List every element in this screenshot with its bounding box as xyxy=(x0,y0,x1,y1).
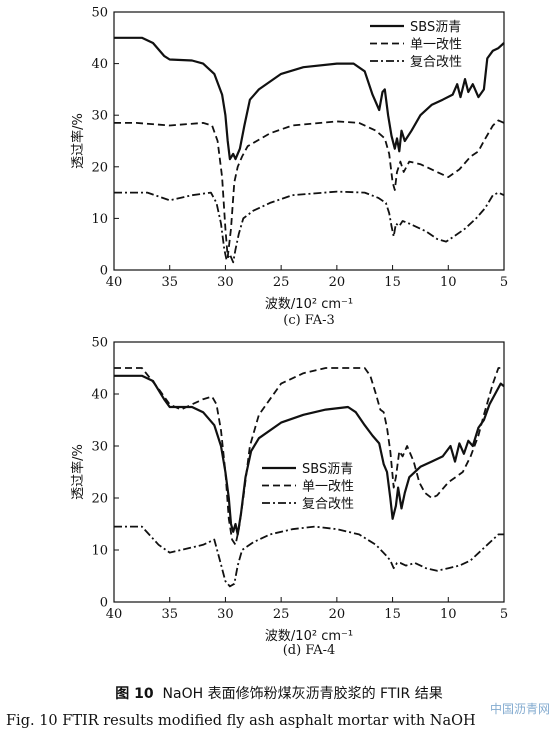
plot-frame xyxy=(113,341,505,603)
x-tick-label: 5 xyxy=(500,275,508,290)
figure-caption-zh-prefix: 图 10 xyxy=(115,686,154,702)
y-tick-label: 30 xyxy=(91,109,108,124)
series-line-dashdot xyxy=(114,525,504,588)
y-tick-label: 30 xyxy=(91,440,108,455)
y-tick-label: 20 xyxy=(91,492,108,507)
legend-label: 单一改性 xyxy=(410,38,462,53)
x-tick-label: 10 xyxy=(440,607,457,622)
legend-label: 单一改性 xyxy=(302,480,354,495)
y-tick-label: 0 xyxy=(100,596,108,611)
watermark: 中国沥青网 xyxy=(489,702,550,716)
x-tick-label: 30 xyxy=(217,275,234,290)
series-line-dashed xyxy=(114,119,505,258)
figure-caption-en: Fig. 10 FTIR results modified fly ash as… xyxy=(6,713,476,729)
plot-frame xyxy=(113,11,505,271)
y-axis-label: 透过率/% xyxy=(70,113,86,169)
x-tick-label: 20 xyxy=(329,607,346,622)
legend-label: SBS沥青 xyxy=(410,20,461,35)
y-tick-label: 50 xyxy=(91,6,108,21)
y-tick-label: 20 xyxy=(91,160,108,175)
legend-label: SBS沥青 xyxy=(302,462,353,477)
x-tick-label: 15 xyxy=(384,275,401,290)
y-tick-label: 50 xyxy=(91,336,108,351)
x-tick-label: 15 xyxy=(384,607,401,622)
y-tick-label: 10 xyxy=(91,544,108,559)
x-tick-label: 40 xyxy=(106,607,123,622)
series-line-dashdot xyxy=(114,190,505,264)
x-tick-label: 25 xyxy=(273,607,290,622)
x-tick-label: 20 xyxy=(329,275,346,290)
legend-label: 复合改性 xyxy=(302,497,354,512)
y-tick-label: 10 xyxy=(91,212,108,227)
x-axis-label: 波数/10² cm⁻¹ xyxy=(265,629,353,644)
series-line-solid xyxy=(114,36,505,161)
x-tick-label: 10 xyxy=(440,275,457,290)
panel-label: (d) FA-4 xyxy=(283,643,336,658)
y-tick-label: 40 xyxy=(91,388,108,403)
x-tick-label: 30 xyxy=(217,607,234,622)
figure-caption-zh-text: NaOH 表面修饰粉煤灰沥青胶浆的 FTIR 结果 xyxy=(162,686,443,702)
x-tick-label: 35 xyxy=(161,607,178,622)
x-tick-label: 40 xyxy=(106,275,123,290)
legend-label: 复合改性 xyxy=(410,55,462,70)
figure-caption-zh: 图 10 NaOH 表面修饰粉煤灰沥青胶浆的 FTIR 结果 xyxy=(0,683,558,703)
y-tick-label: 0 xyxy=(100,264,108,279)
panel-label: (c) FA-3 xyxy=(283,313,335,328)
series-line-solid xyxy=(114,374,505,536)
x-tick-label: 35 xyxy=(161,275,178,290)
x-tick-label: 5 xyxy=(500,607,508,622)
series-line-dashed xyxy=(114,367,504,546)
x-tick-label: 25 xyxy=(273,275,290,290)
y-tick-label: 40 xyxy=(91,57,108,72)
y-axis-label: 透过率/% xyxy=(70,444,86,500)
x-axis-label: 波数/10² cm⁻¹ xyxy=(265,297,353,312)
